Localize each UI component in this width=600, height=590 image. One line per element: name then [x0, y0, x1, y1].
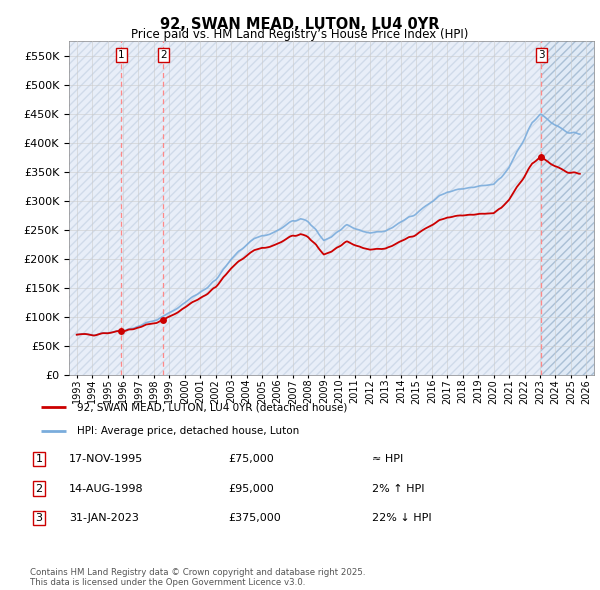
Text: Contains HM Land Registry data © Crown copyright and database right 2025.
This d: Contains HM Land Registry data © Crown c…	[30, 568, 365, 587]
Text: 92, SWAN MEAD, LUTON, LU4 0YR: 92, SWAN MEAD, LUTON, LU4 0YR	[160, 17, 440, 31]
Bar	[541, 41, 594, 375]
Text: 3: 3	[538, 50, 545, 60]
Text: 14-AUG-1998: 14-AUG-1998	[69, 484, 143, 493]
Text: £375,000: £375,000	[228, 513, 281, 523]
Text: 22% ↓ HPI: 22% ↓ HPI	[372, 513, 431, 523]
Text: 17-NOV-1995: 17-NOV-1995	[69, 454, 143, 464]
Text: 1: 1	[35, 454, 43, 464]
Text: £75,000: £75,000	[228, 454, 274, 464]
Text: 1: 1	[118, 50, 125, 60]
Text: HPI: Average price, detached house, Luton: HPI: Average price, detached house, Luto…	[77, 425, 299, 435]
Text: 92, SWAN MEAD, LUTON, LU4 0YR (detached house): 92, SWAN MEAD, LUTON, LU4 0YR (detached …	[77, 402, 347, 412]
Text: 2: 2	[160, 50, 167, 60]
Text: Price paid vs. HM Land Registry’s House Price Index (HPI): Price paid vs. HM Land Registry’s House …	[131, 28, 469, 41]
Text: 2: 2	[35, 484, 43, 493]
Text: 3: 3	[35, 513, 43, 523]
Text: £95,000: £95,000	[228, 484, 274, 493]
Text: ≈ HPI: ≈ HPI	[372, 454, 403, 464]
Text: 31-JAN-2023: 31-JAN-2023	[69, 513, 139, 523]
Text: 2% ↑ HPI: 2% ↑ HPI	[372, 484, 425, 493]
